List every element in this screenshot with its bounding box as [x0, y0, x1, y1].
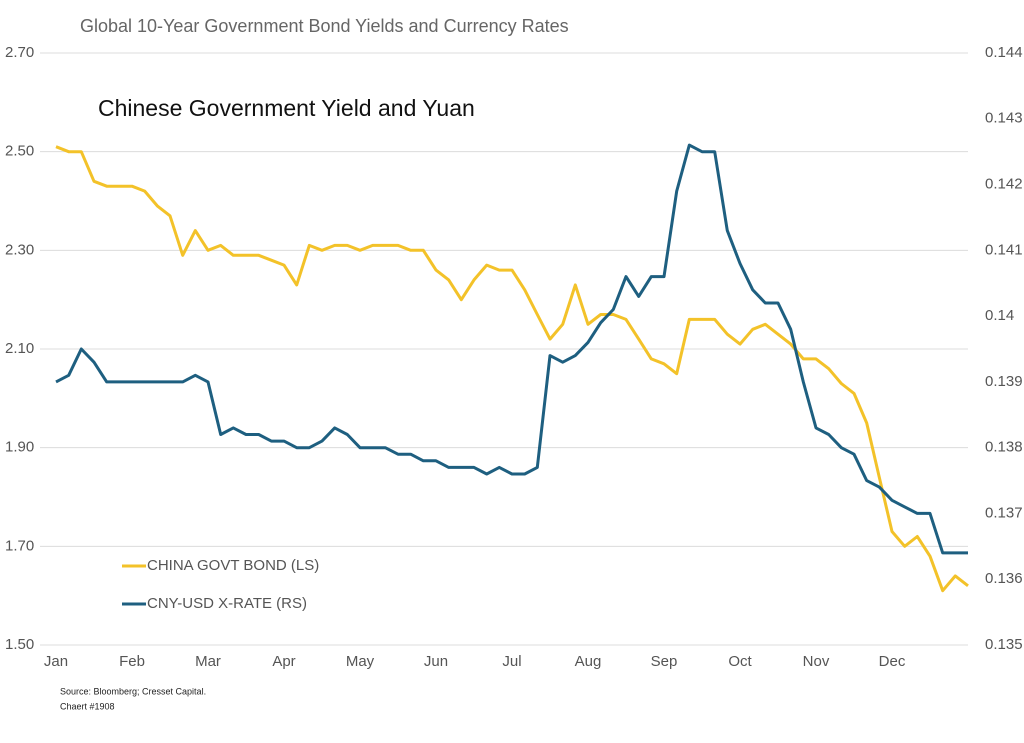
y2-tick-label: 0.14 — [985, 307, 1014, 324]
y-tick-label: 2.10 — [5, 340, 34, 357]
y-tick-label: 1.90 — [5, 439, 34, 456]
y-tick-label: 2.70 — [5, 44, 34, 61]
x-tick-label: Jul — [502, 653, 521, 670]
y-tick-label: 1.70 — [5, 537, 34, 554]
x-tick-label: Aug — [575, 653, 602, 670]
y2-tick-label: 0.137 — [985, 504, 1023, 521]
chart-title: Global 10-Year Government Bond Yields an… — [80, 16, 569, 36]
x-tick-label: Jan — [44, 653, 68, 670]
source-note: Source: Bloomberg; Cresset Capital. — [60, 686, 206, 696]
x-tick-label: Nov — [803, 653, 830, 670]
x-tick-label: Oct — [728, 653, 752, 670]
y-tick-label: 2.50 — [5, 143, 34, 160]
y2-tick-label: 0.143 — [985, 110, 1023, 127]
chart-subtitle: Chinese Government Yield and Yuan — [98, 95, 475, 121]
x-tick-label: Sep — [651, 653, 678, 670]
y-tick-label: 2.30 — [5, 241, 34, 258]
x-tick-label: Apr — [272, 653, 295, 670]
x-tick-label: Mar — [195, 653, 221, 670]
y2-tick-label: 0.141 — [985, 241, 1023, 258]
x-tick-label: Jun — [424, 653, 448, 670]
y2-tick-label: 0.136 — [985, 570, 1023, 587]
series-line — [55, 143, 968, 555]
x-tick-label: Dec — [879, 653, 906, 670]
legend-label: CHINA GOVT BOND (LS) — [147, 557, 319, 574]
y2-tick-label: 0.139 — [985, 373, 1023, 390]
y2-tick-label: 0.135 — [985, 636, 1023, 653]
x-tick-label: Feb — [119, 653, 145, 670]
y-tick-label: 1.50 — [5, 636, 34, 653]
x-tick-label: May — [346, 653, 375, 670]
y2-tick-label: 0.142 — [985, 176, 1023, 193]
legend-label: CNY-USD X-RATE (RS) — [147, 595, 307, 612]
y2-tick-label: 0.144 — [985, 44, 1023, 61]
y2-tick-label: 0.138 — [985, 439, 1023, 456]
series-line — [55, 145, 969, 593]
chart-number: Chaert #1908 — [60, 701, 115, 711]
